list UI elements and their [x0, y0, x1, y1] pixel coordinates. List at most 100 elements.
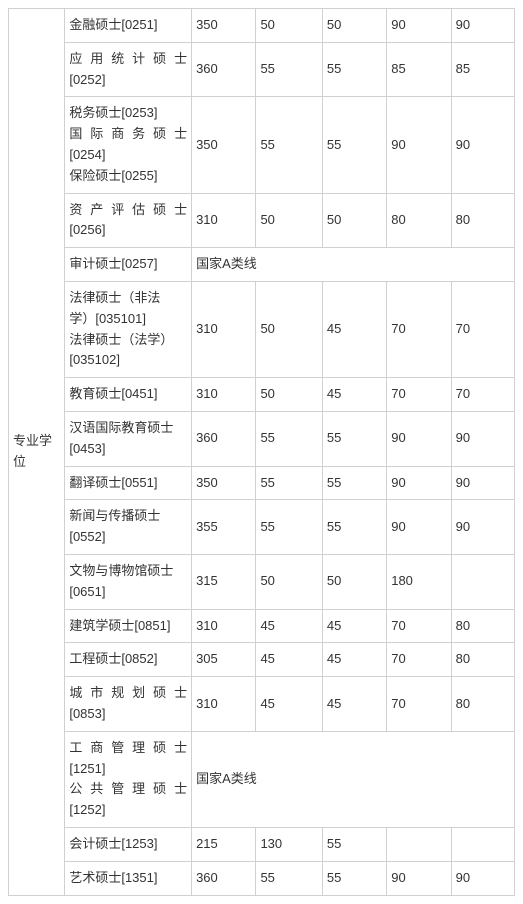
major-name-cell: 金融硕士[0251] — [65, 9, 192, 43]
score-cell: 55 — [322, 97, 386, 193]
score-cell: 70 — [387, 677, 451, 732]
score-cell: 360 — [192, 42, 256, 97]
score-cell: 70 — [387, 609, 451, 643]
major-name-cell: 汉语国际教育硕士[0453] — [65, 411, 192, 466]
score-cell: 85 — [451, 42, 514, 97]
score-cell: 215 — [192, 827, 256, 861]
score-cell: 90 — [451, 500, 514, 555]
score-cell: 80 — [451, 193, 514, 248]
table-row: 城市规划硕士[0853]31045457080 — [9, 677, 515, 732]
score-cell: 80 — [387, 193, 451, 248]
score-cell: 45 — [322, 677, 386, 732]
score-cell: 55 — [256, 466, 322, 500]
score-cell: 350 — [192, 466, 256, 500]
merged-score-cell: 国家A类线 — [192, 731, 515, 827]
major-name-cell: 资产评估硕士[0256] — [65, 193, 192, 248]
score-cell: 45 — [322, 281, 386, 377]
score-cell: 50 — [256, 281, 322, 377]
score-cell: 90 — [387, 411, 451, 466]
score-cell: 70 — [451, 378, 514, 412]
score-cell: 310 — [192, 193, 256, 248]
major-name-cell: 法律硕士（非法学）[035101]法律硕士（法学）[035102] — [65, 281, 192, 377]
score-cell: 70 — [387, 378, 451, 412]
score-cell — [451, 827, 514, 861]
table-row: 工商管理硕士[1251]公共管理硕士[1252]国家A类线 — [9, 731, 515, 827]
score-cell: 55 — [256, 861, 322, 895]
score-cell — [451, 554, 514, 609]
table-row: 文物与博物馆硕士[0651]3155050180 — [9, 554, 515, 609]
score-cell: 50 — [256, 378, 322, 412]
score-cell: 70 — [387, 281, 451, 377]
score-cell: 70 — [451, 281, 514, 377]
score-cell: 90 — [387, 861, 451, 895]
score-cell: 355 — [192, 500, 256, 555]
score-cell: 315 — [192, 554, 256, 609]
score-cell: 55 — [322, 500, 386, 555]
major-name-cell: 建筑学硕士[0851] — [65, 609, 192, 643]
score-cell: 80 — [451, 609, 514, 643]
score-cell: 55 — [322, 411, 386, 466]
score-cell: 305 — [192, 643, 256, 677]
score-cell: 55 — [256, 411, 322, 466]
major-name-cell: 工程硕士[0852] — [65, 643, 192, 677]
score-cell: 90 — [451, 411, 514, 466]
table-row: 汉语国际教育硕士[0453]36055559090 — [9, 411, 515, 466]
score-cell: 130 — [256, 827, 322, 861]
table-row: 工程硕士[0852]30545457080 — [9, 643, 515, 677]
table-row: 会计硕士[1253]21513055 — [9, 827, 515, 861]
score-cell: 45 — [322, 643, 386, 677]
major-name-cell: 工商管理硕士[1251]公共管理硕士[1252] — [65, 731, 192, 827]
table-body: 专业学位金融硕士[0251]35050509090应用统计硕士[0252]360… — [9, 9, 515, 896]
merged-score-cell: 国家A类线 — [192, 248, 515, 282]
major-name-cell: 教育硕士[0451] — [65, 378, 192, 412]
score-cell: 310 — [192, 281, 256, 377]
score-cell: 45 — [256, 677, 322, 732]
score-cell: 80 — [451, 643, 514, 677]
score-cell: 350 — [192, 97, 256, 193]
score-cell: 310 — [192, 677, 256, 732]
score-cell: 85 — [387, 42, 451, 97]
score-cell: 90 — [387, 9, 451, 43]
major-name-cell: 应用统计硕士[0252] — [65, 42, 192, 97]
score-cell: 55 — [256, 500, 322, 555]
score-cell: 45 — [322, 378, 386, 412]
scores-table: 专业学位金融硕士[0251]35050509090应用统计硕士[0252]360… — [8, 8, 515, 896]
major-name-cell: 城市规划硕士[0853] — [65, 677, 192, 732]
score-cell: 55 — [256, 97, 322, 193]
table-row: 审计硕士[0257]国家A类线 — [9, 248, 515, 282]
major-name-cell: 税务硕士[0253]国际商务硕士[0254]保险硕士[0255] — [65, 97, 192, 193]
score-cell: 50 — [256, 193, 322, 248]
score-cell: 90 — [387, 466, 451, 500]
score-cell: 90 — [451, 466, 514, 500]
score-cell: 90 — [387, 500, 451, 555]
score-cell: 90 — [451, 861, 514, 895]
score-cell: 360 — [192, 861, 256, 895]
score-cell: 50 — [322, 193, 386, 248]
table-row: 专业学位金融硕士[0251]35050509090 — [9, 9, 515, 43]
score-cell: 45 — [322, 609, 386, 643]
score-cell: 50 — [322, 9, 386, 43]
table-row: 建筑学硕士[0851]31045457080 — [9, 609, 515, 643]
table-row: 应用统计硕士[0252]36055558585 — [9, 42, 515, 97]
score-cell: 80 — [451, 677, 514, 732]
major-name-cell: 文物与博物馆硕士[0651] — [65, 554, 192, 609]
table-row: 艺术硕士[1351]36055559090 — [9, 861, 515, 895]
score-cell: 55 — [322, 466, 386, 500]
table-row: 翻译硕士[0551]35055559090 — [9, 466, 515, 500]
major-name-cell: 艺术硕士[1351] — [65, 861, 192, 895]
score-cell: 350 — [192, 9, 256, 43]
score-cell: 50 — [256, 554, 322, 609]
score-cell: 55 — [256, 42, 322, 97]
score-cell: 55 — [322, 42, 386, 97]
table-row: 教育硕士[0451]31050457070 — [9, 378, 515, 412]
score-cell: 90 — [387, 97, 451, 193]
score-cell: 50 — [256, 9, 322, 43]
score-cell: 90 — [451, 97, 514, 193]
score-cell: 55 — [322, 861, 386, 895]
major-name-cell: 审计硕士[0257] — [65, 248, 192, 282]
major-name-cell: 翻译硕士[0551] — [65, 466, 192, 500]
score-cell: 360 — [192, 411, 256, 466]
table-row: 税务硕士[0253]国际商务硕士[0254]保险硕士[0255]35055559… — [9, 97, 515, 193]
category-cell: 专业学位 — [9, 9, 65, 896]
major-name-cell: 会计硕士[1253] — [65, 827, 192, 861]
